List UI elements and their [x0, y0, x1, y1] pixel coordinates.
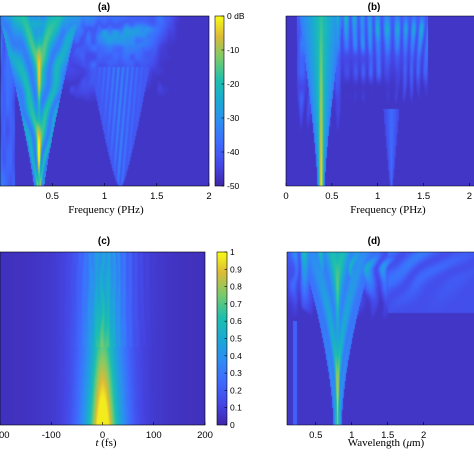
- subplot-b-heatmap: [286, 16, 474, 186]
- subplot-a-x-tick-label: 1.5: [150, 191, 163, 202]
- colorbar-a-label: -10: [227, 45, 240, 55]
- subplot-b-xaxis: 0 0.5 1 1.5 2: [283, 183, 472, 202]
- subplot-c-xaxis: -200 -100 0 100 200: [0, 422, 213, 441]
- colorbar-a-label: -20: [227, 79, 240, 89]
- colorbar-a-label: -50: [227, 181, 240, 191]
- colorbar-a-label: 0 dB: [227, 11, 245, 21]
- subplot-d-heatmap: [287, 252, 474, 425]
- colorbar-c-label: 0.9: [230, 264, 242, 274]
- subplot-d-x-tick-label: 1: [349, 430, 354, 441]
- subplot-d-x-tick-label: 1.5: [381, 430, 394, 441]
- subplot-d-xlabel: Wavelength (μm): [348, 437, 425, 449]
- colorbar-c-label: 0.6: [230, 316, 242, 326]
- colorbar-c-label: 0.1: [230, 403, 242, 413]
- subplot-c-title: (c): [98, 236, 110, 247]
- colorbar-c-label: 0.8: [230, 282, 242, 292]
- colorbar-c: 0 0.1 0.2 0.3 0.4 0.5 0.6 0.7 0.8 0.9 1: [216, 247, 242, 430]
- subplot-a: (a) 0.5 1 1.5 2 Frequency (PHz): [0, 2, 212, 216]
- colorbar-a-label: -40: [227, 147, 240, 157]
- subplot-d-xaxis: 0.5 1 1.5 2: [309, 422, 426, 441]
- subplot-a-x-tick-label: 2: [206, 191, 211, 202]
- subplot-d-x-tick-label: 2: [421, 430, 426, 441]
- subplot-b-x-tick-label: 1.5: [417, 191, 430, 202]
- subplot-a-heatmap: [0, 16, 209, 186]
- colorbar-c-label: 0.7: [230, 299, 242, 309]
- subplot-c-x-tick-label: 0: [100, 430, 105, 441]
- colorbar-a-ticks: 0 dB -10 -20 -30 -40 -50: [221, 11, 245, 191]
- subplot-b-x-tick-label: 0: [283, 191, 288, 202]
- colorbar-c-label: 0.3: [230, 368, 242, 378]
- colorbar-c-label: 0: [230, 420, 235, 430]
- subplot-b-x-tick-label: 2: [467, 191, 472, 202]
- subplot-c-x-tick-label: -200: [0, 430, 10, 441]
- subplot-d-x-tick-label: 0.5: [309, 430, 322, 441]
- subplot-c: (c) -200 -100 0 100 200 t (fs): [0, 236, 213, 449]
- subplot-c-x-tick-label: 100: [146, 430, 162, 441]
- subplot-b-x-tick-label: 0.5: [325, 191, 338, 202]
- subplot-b-title: (b): [368, 2, 381, 13]
- subplot-c-x-tick-label: -100: [42, 430, 61, 441]
- subplot-c-x-tick-label: 200: [197, 430, 213, 441]
- subplot-b: (b) 0 0.5 1 1.5 2 Frequency (PHz): [283, 2, 474, 216]
- colorbar-c-label: 0.2: [230, 385, 242, 395]
- subplot-d: (d) 0.5 1 1.5 2 Wavelength (μm): [286, 236, 474, 449]
- subplot-a-x-tick-label: 0.5: [46, 191, 59, 202]
- colorbar-a-label: -30: [227, 113, 240, 123]
- subplot-d-title: (d): [368, 236, 381, 247]
- colorbar-c-ticks: 0 0.1 0.2 0.3 0.4 0.5 0.6 0.7 0.8 0.9 1: [224, 247, 242, 430]
- subplot-c-heatmap: [0, 252, 205, 425]
- subplot-c-xlabel: t (fs): [95, 437, 116, 449]
- subplot-b-x-tick-label: 1: [375, 191, 380, 202]
- subplot-a-xaxis: 0.5 1 1.5 2: [46, 183, 212, 202]
- colorbar-a-gradient: [214, 15, 225, 187]
- subplot-a-x-tick-label: 1: [102, 191, 107, 202]
- subplot-b-xlabel: Frequency (PHz): [350, 204, 426, 216]
- subplot-a-xlabel: Frequency (PHz): [68, 204, 144, 216]
- colorbar-c-label: 0.4: [230, 351, 242, 361]
- colorbar-a: 0 dB -10 -20 -30 -40 -50: [214, 11, 245, 191]
- colorbar-c-label: 1: [230, 247, 235, 257]
- subplot-a-title: (a): [98, 2, 110, 13]
- colorbar-c-label: 0.5: [230, 334, 242, 344]
